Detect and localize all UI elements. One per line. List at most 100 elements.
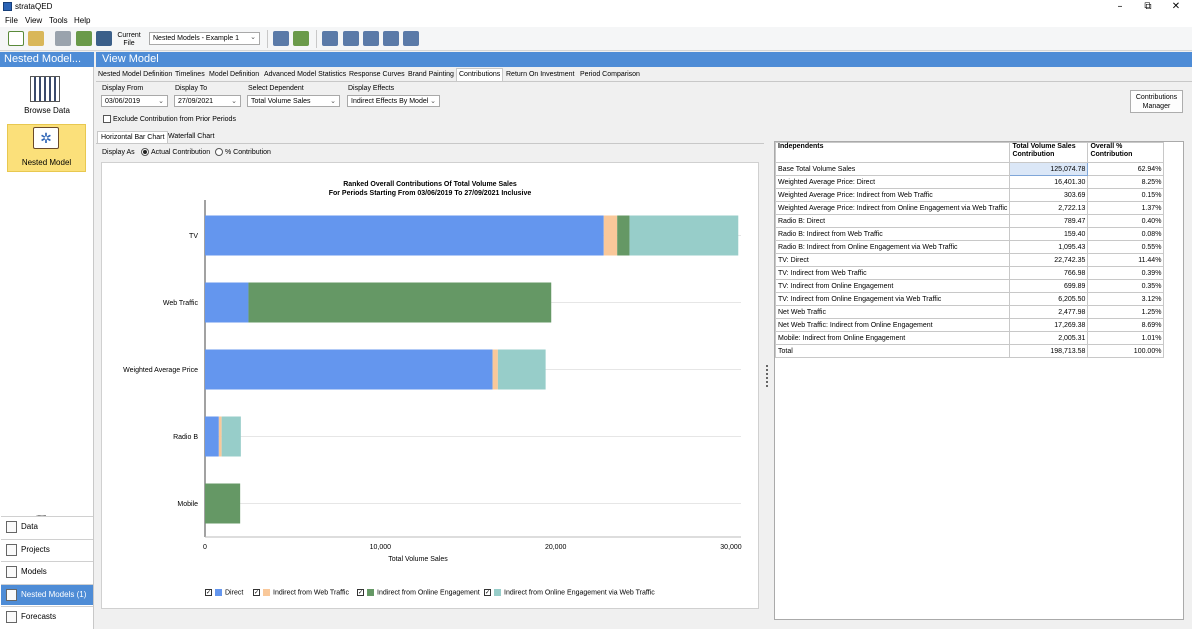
independent-cell[interactable]: TV: Indirect from Online Engagement via … [774,292,1011,306]
percent-cell[interactable]: 8.69% [1087,318,1165,332]
table-row[interactable]: TV: Indirect from Web Traffic 766.98 0.39% [774,266,1165,280]
edit-model-icon[interactable] [293,31,309,46]
table-row[interactable]: Total 198,713.58 100.00% [774,344,1165,358]
independent-cell[interactable]: Radio B: Direct [774,214,1011,228]
tab-horizontal-bar-chart[interactable]: Horizontal Bar Chart [97,131,169,143]
percent-contribution-radio[interactable] [215,148,223,156]
independent-cell[interactable]: Base Total Volume Sales [774,162,1011,176]
table-row[interactable]: TV: Indirect from Online Engagement 699.8… [774,279,1165,293]
contribution-cell[interactable]: 16,401.30 [1009,175,1089,189]
tab-response-curves[interactable]: Response Curves [349,71,405,78]
independent-cell[interactable]: Radio B: Indirect from Online Engagement… [774,240,1011,254]
independent-cell[interactable]: Mobile: Indirect from Online Engagement [774,331,1011,345]
percent-cell[interactable]: 1.25% [1087,305,1165,319]
splitter-handle[interactable] [766,365,768,387]
legend-checkbox[interactable]: ✓ [253,589,260,596]
independent-cell[interactable]: Net Web Traffic [774,305,1011,319]
contribution-cell[interactable]: 22,742.35 [1009,253,1089,267]
percent-cell[interactable]: 62.94% [1087,162,1165,176]
contribution-cell[interactable]: 303.69 [1009,188,1089,202]
nav-models[interactable]: Models [1,561,93,582]
nav-forecasts[interactable]: Forecasts [1,606,93,627]
database-icon[interactable] [273,31,289,46]
table-row[interactable]: Net Web Traffic: Indirect from Online En… [774,318,1165,332]
contribution-cell[interactable]: 198,713.58 [1009,344,1089,358]
nav-projects[interactable]: Projects [1,539,93,560]
model-copy-icon[interactable] [383,31,399,46]
percent-cell[interactable]: 0.35% [1087,279,1165,293]
percent-cell[interactable]: 0.08% [1087,227,1165,241]
percent-cell[interactable]: 1.37% [1087,201,1165,215]
table-row[interactable]: Net Web Traffic 2,477.98 1.25% [774,305,1165,319]
nav-data[interactable]: Data [1,516,93,537]
independent-cell[interactable]: TV: Indirect from Online Engagement [774,279,1011,293]
col-overall-percent[interactable]: Overall % Contribution [1087,142,1165,163]
legend-checkbox[interactable]: ✓ [205,589,212,596]
table-row[interactable]: Weighted Average Price: Direct 16,401.30 8… [774,175,1165,189]
display-effects-select[interactable]: Indirect Effects By Model ⌄ [347,95,440,107]
contribution-cell[interactable]: 766.98 [1009,266,1089,280]
close-button[interactable]: ✕ [1171,1,1181,12]
percent-cell[interactable]: 100.00% [1087,344,1165,358]
table-row[interactable]: TV: Indirect from Online Engagement via … [774,292,1165,306]
legend-item[interactable]: ✓ Indirect from Online Engagement [357,589,480,596]
save-icon[interactable] [55,31,71,46]
model-settings-icon[interactable] [403,31,419,46]
save-as-icon[interactable] [76,31,92,46]
independent-cell[interactable]: Weighted Average Price: Direct [774,175,1011,189]
restore-button[interactable]: ⧉ [1144,1,1152,12]
independent-cell[interactable]: Radio B: Indirect from Web Traffic [774,227,1011,241]
tab-return-on-investment[interactable]: Return On Investment [506,71,575,78]
contribution-cell[interactable]: 17,269.38 [1009,318,1089,332]
table-row[interactable]: Radio B: Indirect from Web Traffic 159.40… [774,227,1165,241]
contribution-cell[interactable]: 1,095.43 [1009,240,1089,254]
tab-period-comparison[interactable]: Period Comparison [580,71,640,78]
table-row[interactable]: Radio B: Indirect from Online Engagement… [774,240,1165,254]
independent-cell[interactable]: Weighted Average Price: Indirect from On… [774,201,1011,215]
percent-cell[interactable]: 0.15% [1087,188,1165,202]
legend-checkbox[interactable]: ✓ [484,589,491,596]
table-row[interactable]: Mobile: Indirect from Online Engagement 2… [774,331,1165,345]
contribution-cell[interactable]: 699.89 [1009,279,1089,293]
legend-checkbox[interactable]: ✓ [357,589,364,596]
tab-model-definition[interactable]: Model Definition [209,71,260,78]
chart-export-icon[interactable] [363,31,379,46]
tab-brand-painting[interactable]: Brand Painting [408,71,454,78]
contribution-cell[interactable]: 2,477.98 [1009,305,1089,319]
contribution-cell[interactable]: 2,722.13 [1009,201,1089,215]
select-dependent-select[interactable]: Total Volume Sales ⌄ [247,95,340,107]
tab-timelines[interactable]: Timelines [175,71,205,78]
tab-contributions[interactable]: Contributions [456,68,504,81]
table-row[interactable]: Weighted Average Price: Indirect from On… [774,201,1165,215]
col-independents[interactable]: Independents [774,142,1011,163]
network-add-icon[interactable] [343,31,359,46]
percent-cell[interactable]: 11.44% [1087,253,1165,267]
percent-cell[interactable]: 0.40% [1087,214,1165,228]
contribution-cell[interactable]: 6,205.50 [1009,292,1089,306]
menu-view[interactable]: View [25,16,43,25]
independent-cell[interactable]: TV: Direct [774,253,1011,267]
table-row[interactable]: TV: Direct 22,742.35 11.44% [774,253,1165,267]
minimize-button[interactable]: – [1117,1,1123,12]
menu-help[interactable]: Help [74,16,91,25]
tab-waterfall-chart[interactable]: Waterfall Chart [168,133,215,140]
display-to-select[interactable]: 27/09/2021 ⌄ [174,95,241,107]
new-file-icon[interactable] [8,31,24,46]
percent-cell[interactable]: 8.25% [1087,175,1165,189]
current-file-select[interactable]: Nested Models - Example 1 ⌄ [149,32,260,45]
browse-data-label[interactable]: Browse Data [24,106,70,115]
contribution-cell[interactable]: 789.47 [1009,214,1089,228]
legend-item[interactable]: ✓ Indirect from Web Traffic [253,589,349,596]
legend-item[interactable]: ✓ Indirect from Online Engagement via Web… [484,589,655,596]
actual-contribution-radio[interactable] [141,148,149,156]
panel-grip[interactable]: ........ [36,509,47,518]
menu-file[interactable]: File [5,16,18,25]
contribution-cell[interactable]: 159.40 [1009,227,1089,241]
exclude-prior-periods-checkbox[interactable] [103,115,111,123]
display-from-select[interactable]: 03/06/2019 ⌄ [101,95,168,107]
nav-nested-models[interactable]: Nested Models (1) [1,584,93,605]
contribution-cell[interactable]: 2,005.31 [1009,331,1089,345]
network-icon[interactable] [322,31,338,46]
menu-tools[interactable]: Tools [49,16,68,25]
percent-cell[interactable]: 1.01% [1087,331,1165,345]
